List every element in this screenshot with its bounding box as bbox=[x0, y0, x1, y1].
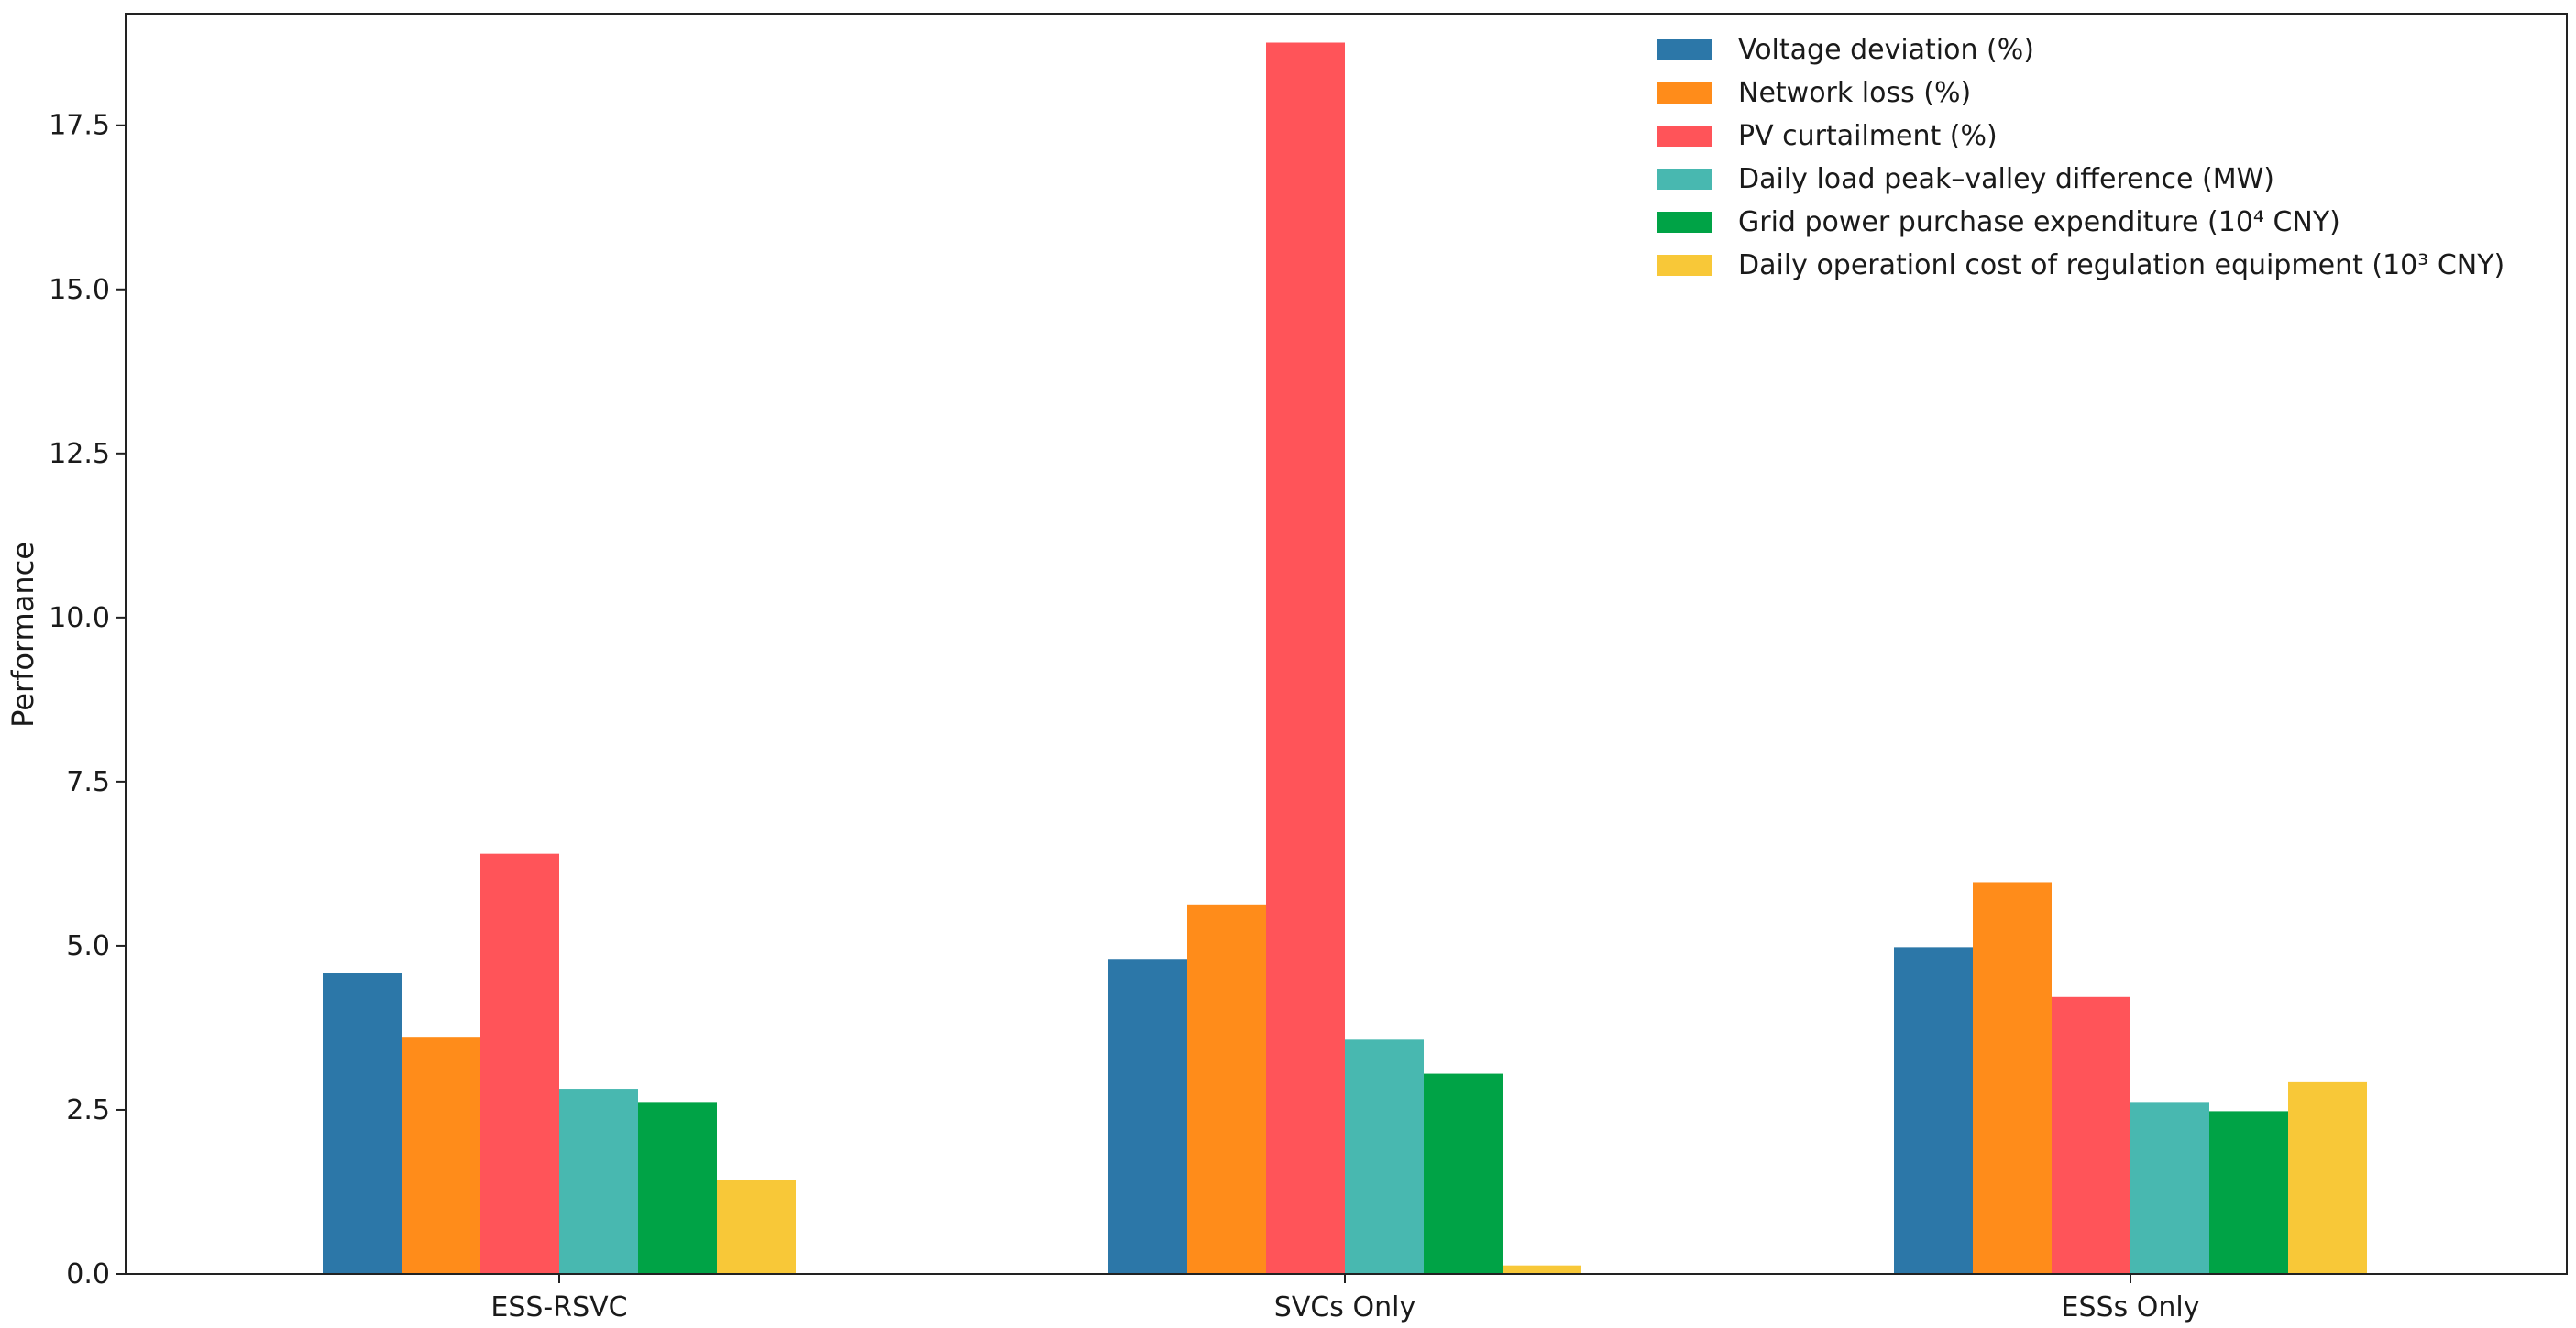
plot-frame bbox=[125, 13, 2568, 1275]
bar-6-svcs-only bbox=[1503, 1265, 1581, 1274]
y-tick-label-6: 15.0 bbox=[49, 274, 110, 306]
legend-swatch-1 bbox=[1657, 39, 1712, 60]
bar-2-svcs-only bbox=[1187, 904, 1266, 1274]
legend-swatch-5 bbox=[1657, 212, 1712, 233]
bar-6-esss-only bbox=[2288, 1081, 2367, 1274]
legend-label-2: Network loss (%) bbox=[1738, 77, 1971, 109]
y-tick-label-4: 10.0 bbox=[49, 602, 110, 634]
y-tick-label-5: 12.5 bbox=[49, 438, 110, 470]
legend-label-3: PV curtailment (%) bbox=[1738, 120, 1998, 152]
legend: Voltage deviation (%) Network loss (%) PV … bbox=[1657, 34, 2504, 281]
legend-label-1: Voltage deviation (%) bbox=[1738, 34, 2034, 66]
legend-swatch-2 bbox=[1657, 82, 1712, 104]
legend-label-6: Daily operationl cost of regulation equi… bbox=[1738, 249, 2504, 281]
bars-group bbox=[323, 42, 2367, 1275]
bar-3-ess-rsvc bbox=[480, 853, 559, 1274]
legend-swatch-4 bbox=[1657, 169, 1712, 190]
legend-label-5: Grid power purchase expenditure (10⁴ CNY… bbox=[1738, 206, 2340, 238]
legend-label-4: Daily load peak–valley difference (MW) bbox=[1738, 163, 2274, 195]
bar-1-esss-only bbox=[1894, 947, 1973, 1274]
y-tick-label-1: 2.5 bbox=[66, 1094, 110, 1126]
bar-3-svcs-only bbox=[1266, 42, 1345, 1275]
bar-6-ess-rsvc bbox=[717, 1180, 796, 1274]
bar-1-ess-rsvc bbox=[323, 973, 402, 1274]
axes-group: 0.0 2.5 5.0 7.5 10.0 12.5 15.0 17.5 ESS-RSVC SVCs… bbox=[49, 13, 2568, 1323]
y-axis-label: Performance bbox=[6, 542, 40, 728]
x-tick-label-1: SVCs Only bbox=[1274, 1291, 1415, 1323]
x-tick-label-0: ESS-RSVC bbox=[490, 1291, 627, 1323]
bar-5-esss-only bbox=[2209, 1111, 2288, 1274]
y-tick-label-3: 7.5 bbox=[66, 766, 110, 798]
bar-2-ess-rsvc bbox=[402, 1037, 480, 1274]
bar-4-svcs-only bbox=[1345, 1039, 1424, 1274]
bar-2-esss-only bbox=[1973, 882, 2052, 1274]
bar-5-svcs-only bbox=[1424, 1073, 1503, 1274]
x-tick-label-2: ESSs Only bbox=[2062, 1291, 2200, 1323]
bar-3-esss-only bbox=[2052, 996, 2130, 1274]
y-tick-label-7: 17.5 bbox=[49, 110, 110, 142]
y-tick-label-0: 0.0 bbox=[66, 1258, 110, 1290]
bar-4-esss-only bbox=[2130, 1102, 2209, 1274]
legend-swatch-3 bbox=[1657, 126, 1712, 147]
bar-1-svcs-only bbox=[1108, 959, 1187, 1274]
y-tick-label-2: 5.0 bbox=[66, 930, 110, 962]
bar-5-ess-rsvc bbox=[638, 1102, 717, 1274]
bar-4-ess-rsvc bbox=[559, 1089, 638, 1274]
legend-swatch-6 bbox=[1657, 255, 1712, 276]
